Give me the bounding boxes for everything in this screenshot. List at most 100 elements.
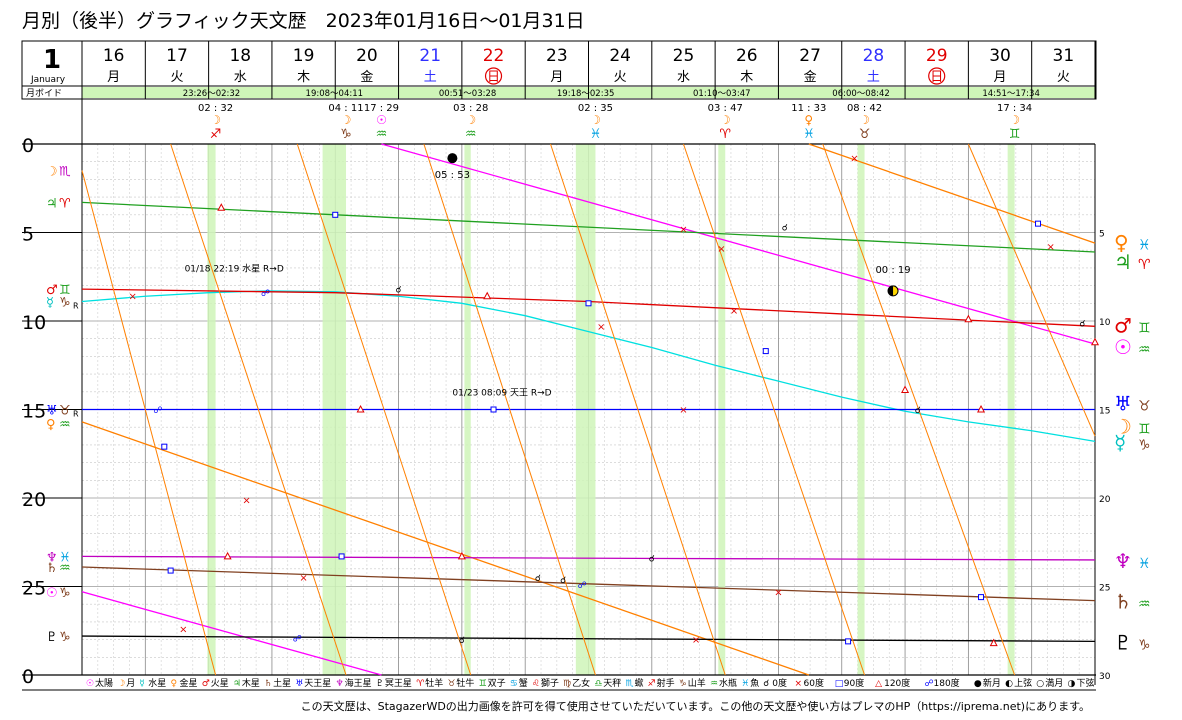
right-planet-glyph: ♆ [1114,549,1132,573]
aspect-opp-mark: ☍ [293,634,302,644]
day-date: 21 [419,46,441,66]
new-moon-time: 05 : 53 [435,170,470,181]
day-weekday: 金 [804,69,817,85]
right-sign-glyph: ♑ [1138,637,1151,653]
quarter-moon-time: 00 : 19 [875,265,910,276]
aspect-square-mark [332,211,339,218]
sunday-circle [484,67,503,85]
legend-label: 新月 [983,677,1001,689]
aspect-conj-mark: ☌ [915,406,921,416]
left-sign-glyph: ♉ [59,404,71,419]
aspect-trine-mark [964,314,973,323]
right-sign-glyph: ♑ [1138,437,1151,453]
legend-label: 木星 [242,677,260,689]
legend-symbol: ♒ [710,679,718,689]
y-tick-label-left: 0 [22,666,34,688]
aspect-trine-mark [901,385,910,394]
right-planet-glyph: ♂ [1114,314,1132,338]
ingress-planet-glyph: ♀ [804,113,813,127]
month-number: 1 [43,45,61,75]
aspect-sextile-mark: × [597,322,605,333]
legend-symbol: ♀ [171,679,178,689]
legend-label: 牡羊 [425,677,443,689]
right-planet-glyph: ♇ [1114,630,1132,654]
day-date: 23 [546,46,568,66]
left-sign-glyph: ♑ [59,296,71,311]
right-planet-glyph: ♅ [1114,391,1132,415]
left-planet-glyph: ♂ [46,283,58,298]
void-period-label: 06:00～08:42 [832,89,890,99]
ingress-planet-glyph: ☽ [1009,113,1020,127]
y-tick-label-left: 20 [22,489,46,511]
aspect-trine-mark [989,638,998,647]
aspect-sextile-mark: × [179,624,187,635]
station-annotation: 01/23 08:09 天王 R→D [452,387,551,398]
legend-symbol: ○ [1036,679,1044,689]
legend-symbol: ♃ [233,679,241,689]
ingress-sign-glyph: ♐ [210,127,222,142]
day-date: 31 [1053,46,1075,66]
retrograde-mark: R [73,410,79,419]
legend-label: 天王星 [304,678,331,689]
ingress-planet-glyph: ☽ [341,113,352,127]
legend-label: 獅子 [541,677,559,689]
day-date: 28 [863,46,885,66]
aspect-conj-mark: ☌ [649,555,655,565]
series-line-sun [81,591,382,676]
left-sign-glyph: ♒ [59,418,71,433]
legend-symbol: × [795,679,803,689]
legend-symbol: ♆ [336,679,344,689]
right-planet-glyph: ☉ [1114,335,1132,359]
ingress-time: 08 : 42 [847,103,882,114]
series-line-moon_g [822,143,1016,676]
day-weekday: 日 [487,70,500,85]
legend-label: 金星 [180,677,198,689]
aspect-trine-mark [977,404,986,413]
day-weekday: 月 [994,70,1007,85]
aspect-sextile-mark: × [692,635,700,646]
day-weekday: 月 [550,70,563,85]
right-planet-glyph: ♃ [1114,250,1132,274]
ingress-sign-glyph: ♒ [376,127,388,142]
legend-label: 蠍 [635,677,644,689]
void-period-label: 19:08～04:11 [306,89,364,99]
ingress-time: 02 : 32 [198,103,233,114]
ingress-planet-glyph: ☉ [376,113,387,127]
void-label: 月ボイド [26,88,62,99]
void-period-label: 23:26～02:32 [183,89,241,99]
legend-label: 天秤 [603,678,621,689]
legend-label: 60度 [804,677,824,689]
ingress-planet-glyph: ☽ [465,113,476,127]
aspect-conj-mark: ☌ [459,636,465,646]
aspect-trine-mark [356,404,365,413]
ingress-time: 17 : 29 [364,103,399,114]
aspect-trine-mark [217,203,226,211]
legend-symbol: ♓ [741,679,749,689]
legend-label: 冥王星 [385,678,412,689]
legend-label: 乙女 [572,677,590,689]
y-tick-label-left: 25 [22,578,46,600]
aspect-sextile-mark: × [717,244,725,255]
day-weekday: 土 [424,70,437,85]
aspect-square-mark [338,553,345,560]
y-tick-label-right: 15 [1099,407,1110,417]
ingress-planet-glyph: ☽ [590,113,601,127]
series-line-moon_h [967,143,1096,437]
ingress-sign-glyph: ♓ [590,127,602,142]
legend-symbol: □ [835,679,844,689]
legend-symbol: ☉ [86,679,94,689]
legend-symbol: ☍ [925,679,934,689]
ingress-sign-glyph: ♉ [859,127,871,142]
legend-label: 満月 [1045,678,1063,689]
ingress-sign-glyph: ♊ [1009,127,1021,142]
y-tick-label-right: 20 [1099,495,1111,505]
legend-label: 水星 [148,677,166,689]
station-annotation: 01/18 22:19 水星 R→D [185,262,284,274]
day-weekday: 木 [297,70,310,85]
ingress-time: 03 : 28 [453,103,488,114]
aspect-opp-mark: ☍ [261,289,270,299]
right-sign-glyph: ♉ [1138,398,1151,414]
aspect-square-mark [161,443,168,450]
series-line-moon_c [296,143,472,676]
right-planet-glyph: ☿ [1114,430,1126,454]
